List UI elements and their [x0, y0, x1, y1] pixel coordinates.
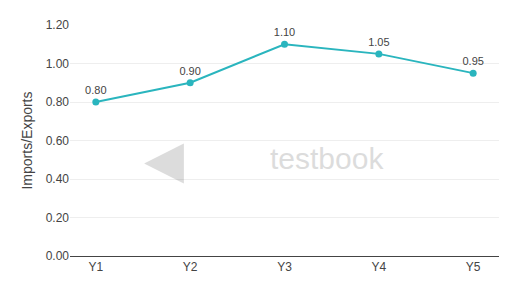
svg-text:Y1: Y1	[88, 260, 103, 274]
svg-text:Y2: Y2	[183, 260, 198, 274]
svg-text:◀: ◀	[144, 130, 184, 188]
svg-text:Y4: Y4	[371, 260, 386, 274]
svg-text:1.10: 1.10	[274, 26, 295, 38]
svg-text:testbook: testbook	[270, 142, 384, 175]
svg-text:0.80: 0.80	[46, 95, 70, 109]
svg-text:1.20: 1.20	[46, 18, 70, 32]
svg-text:0.90: 0.90	[179, 65, 200, 77]
svg-text:Y3: Y3	[277, 260, 292, 274]
svg-text:1.05: 1.05	[368, 36, 389, 48]
svg-text:0.00: 0.00	[46, 249, 70, 263]
svg-text:0.95: 0.95	[462, 55, 483, 67]
svg-text:0.80: 0.80	[85, 84, 106, 96]
svg-text:Y5: Y5	[466, 260, 481, 274]
svg-text:0.20: 0.20	[46, 211, 70, 225]
svg-text:0.40: 0.40	[46, 172, 70, 186]
svg-text:1.00: 1.00	[46, 57, 70, 71]
svg-text:Imports/Exports: Imports/Exports	[19, 91, 35, 189]
svg-text:0.60: 0.60	[46, 134, 70, 148]
